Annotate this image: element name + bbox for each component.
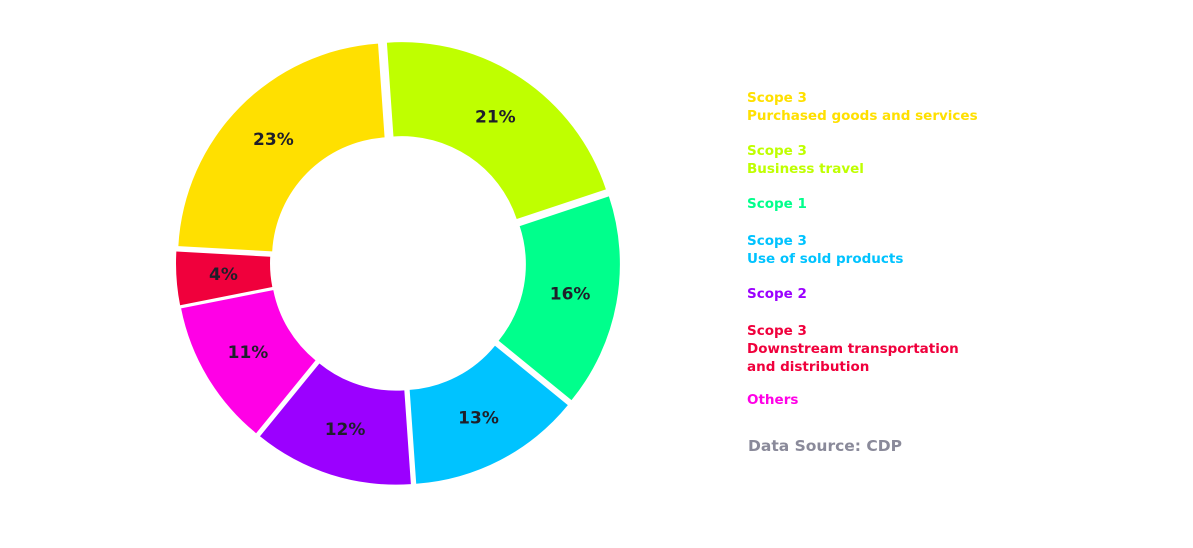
value-label: 21% <box>475 108 516 128</box>
value-label: 23% <box>253 130 294 150</box>
legend-entry: Scope 3 Use of sold products <box>747 233 904 267</box>
legend-entry: Scope 3 Downstream transportation and di… <box>747 323 959 375</box>
slice <box>176 251 273 306</box>
legend-entry: Scope 2 <box>747 286 807 302</box>
value-label: 11% <box>228 343 269 363</box>
value-label: 4% <box>209 265 238 285</box>
value-label: 16% <box>550 285 591 305</box>
slice <box>178 43 385 252</box>
data-source: Data Source: CDP <box>748 437 902 455</box>
value-label: 12% <box>325 420 366 440</box>
legend-entry: Scope 1 <box>747 196 807 212</box>
slice <box>386 42 606 219</box>
value-label: 13% <box>458 408 499 428</box>
slice <box>259 363 411 485</box>
slice <box>498 196 620 401</box>
legend-entry: Scope 3 Purchased goods and services <box>747 90 978 124</box>
slice <box>181 290 316 434</box>
legend-entry: Others <box>747 392 799 408</box>
legend-entry: Scope 3 Business travel <box>747 143 864 177</box>
slice <box>409 345 568 484</box>
